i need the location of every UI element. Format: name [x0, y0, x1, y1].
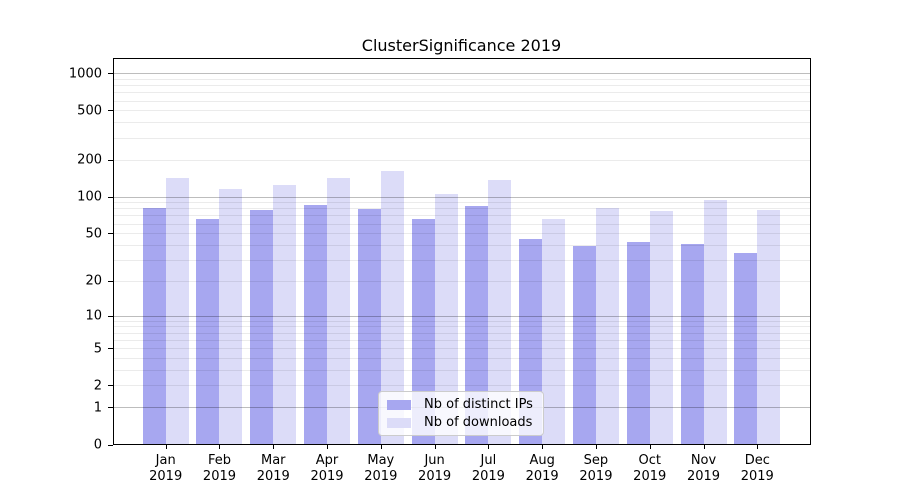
y-tick-mark [108, 233, 113, 235]
x-tick-label-sep-2019: Sep 2019 [579, 453, 613, 484]
bar-nb-of-distinct-ips-oct-2019 [626, 242, 650, 444]
y-tick-mark [108, 407, 113, 409]
x-tick-label-jun-2019: Jun 2019 [418, 453, 452, 484]
bar-nb-of-downloads-apr-2019 [327, 178, 351, 444]
legend-swatch-nb-of-distinct-ips [387, 399, 411, 410]
y-tick-label: 2 [93, 378, 102, 394]
x-tick-mark [327, 445, 329, 449]
y-tick-label: 20 [85, 273, 102, 289]
y-tick-label: 50 [85, 226, 102, 242]
bar-nb-of-distinct-ips-mar-2019 [250, 210, 274, 444]
bar-nb-of-downloads-dec-2019 [757, 209, 781, 444]
x-tick-label-feb-2019: Feb 2019 [202, 453, 237, 484]
y-tick-mark [108, 315, 113, 317]
legend-swatch-nb-of-downloads [387, 417, 411, 428]
gridline-minor [114, 159, 810, 161]
x-tick-label-may-2019: May 2019 [364, 453, 398, 484]
bar-nb-of-downloads-mar-2019 [273, 185, 297, 444]
legend-row: Nb of downloads [387, 415, 535, 430]
legend-label-nb-of-distinct-ips: Nb of distinct IPs [424, 397, 533, 412]
bar-nb-of-downloads-jun-2019 [434, 193, 458, 444]
x-tick-mark [542, 445, 544, 449]
gridline-minor [114, 110, 810, 112]
y-tick-label: 100 [77, 189, 102, 205]
bar-nb-of-downloads-jan-2019 [165, 178, 189, 444]
bar-nb-of-distinct-ips-nov-2019 [680, 243, 704, 444]
bar-nb-of-downloads-oct-2019 [649, 211, 673, 444]
x-tick-mark [595, 445, 597, 449]
y-tick-label: 500 [77, 103, 102, 119]
y-tick-label: 10 [85, 308, 102, 324]
y-tick-mark [108, 159, 113, 161]
x-tick-mark [757, 445, 759, 449]
y-tick-mark [108, 444, 113, 446]
y-tick-label: 200 [77, 152, 102, 168]
legend: Nb of distinct IPs Nb of downloads [378, 391, 544, 436]
x-tick-label-oct-2019: Oct 2019 [633, 453, 667, 484]
bar-nb-of-distinct-ips-jun-2019 [411, 219, 435, 444]
gridline-minor [114, 92, 810, 94]
bar-nb-of-distinct-ips-sep-2019 [572, 246, 596, 444]
gridline-major [114, 73, 810, 75]
y-tick-label: 0 [93, 437, 102, 453]
chart-title: ClusterSignificance 2019 [361, 36, 562, 55]
y-tick-label: 1000 [68, 66, 102, 82]
x-tick-label-jan-2019: Jan 2019 [149, 453, 183, 484]
bar-nb-of-distinct-ips-may-2019 [357, 209, 381, 444]
x-tick-label-mar-2019: Mar 2019 [256, 453, 290, 484]
gridline-major [114, 196, 810, 198]
x-tick-mark [434, 445, 436, 449]
gridline-minor [114, 137, 810, 139]
bar-nb-of-downloads-aug-2019 [542, 218, 566, 444]
x-tick-mark [380, 445, 382, 449]
x-tick-mark [488, 445, 490, 449]
bar-nb-of-downloads-may-2019 [380, 171, 404, 444]
x-tick-label-dec-2019: Dec 2019 [740, 453, 774, 484]
gridline-minor [114, 100, 810, 102]
x-tick-mark [219, 445, 221, 449]
x-tick-label-apr-2019: Apr 2019 [310, 453, 344, 484]
x-tick-mark [165, 445, 167, 449]
y-tick-label: 1 [93, 400, 102, 416]
x-tick-mark [273, 445, 275, 449]
x-tick-label-nov-2019: Nov 2019 [686, 453, 721, 484]
x-tick-label-aug-2019: Aug 2019 [525, 453, 559, 484]
gridline-minor [114, 122, 810, 124]
x-tick-mark [649, 445, 651, 449]
x-tick-label-jul-2019: Jul 2019 [471, 453, 505, 484]
y-tick-mark [108, 280, 113, 282]
x-tick-mark [703, 445, 705, 449]
y-tick-mark [108, 73, 113, 75]
y-tick-mark [108, 348, 113, 350]
y-tick-label: 5 [93, 341, 102, 357]
bar-nb-of-distinct-ips-dec-2019 [734, 253, 758, 444]
legend-row: Nb of distinct IPs [387, 397, 535, 412]
bar-nb-of-distinct-ips-jan-2019 [142, 207, 166, 444]
bar-nb-of-downloads-jul-2019 [488, 179, 512, 444]
bar-nb-of-distinct-ips-jul-2019 [465, 206, 489, 444]
gridline-minor [114, 85, 810, 87]
y-tick-mark [108, 385, 113, 387]
bar-nb-of-downloads-feb-2019 [219, 189, 243, 444]
bar-nb-of-distinct-ips-feb-2019 [196, 218, 220, 444]
gridline-minor [114, 78, 810, 80]
y-tick-mark [108, 110, 113, 112]
bar-nb-of-downloads-nov-2019 [703, 199, 727, 444]
bar-nb-of-distinct-ips-apr-2019 [304, 205, 328, 444]
y-tick-mark [108, 196, 113, 198]
bar-nb-of-downloads-sep-2019 [595, 207, 619, 444]
legend-label-nb-of-downloads: Nb of downloads [424, 415, 533, 430]
